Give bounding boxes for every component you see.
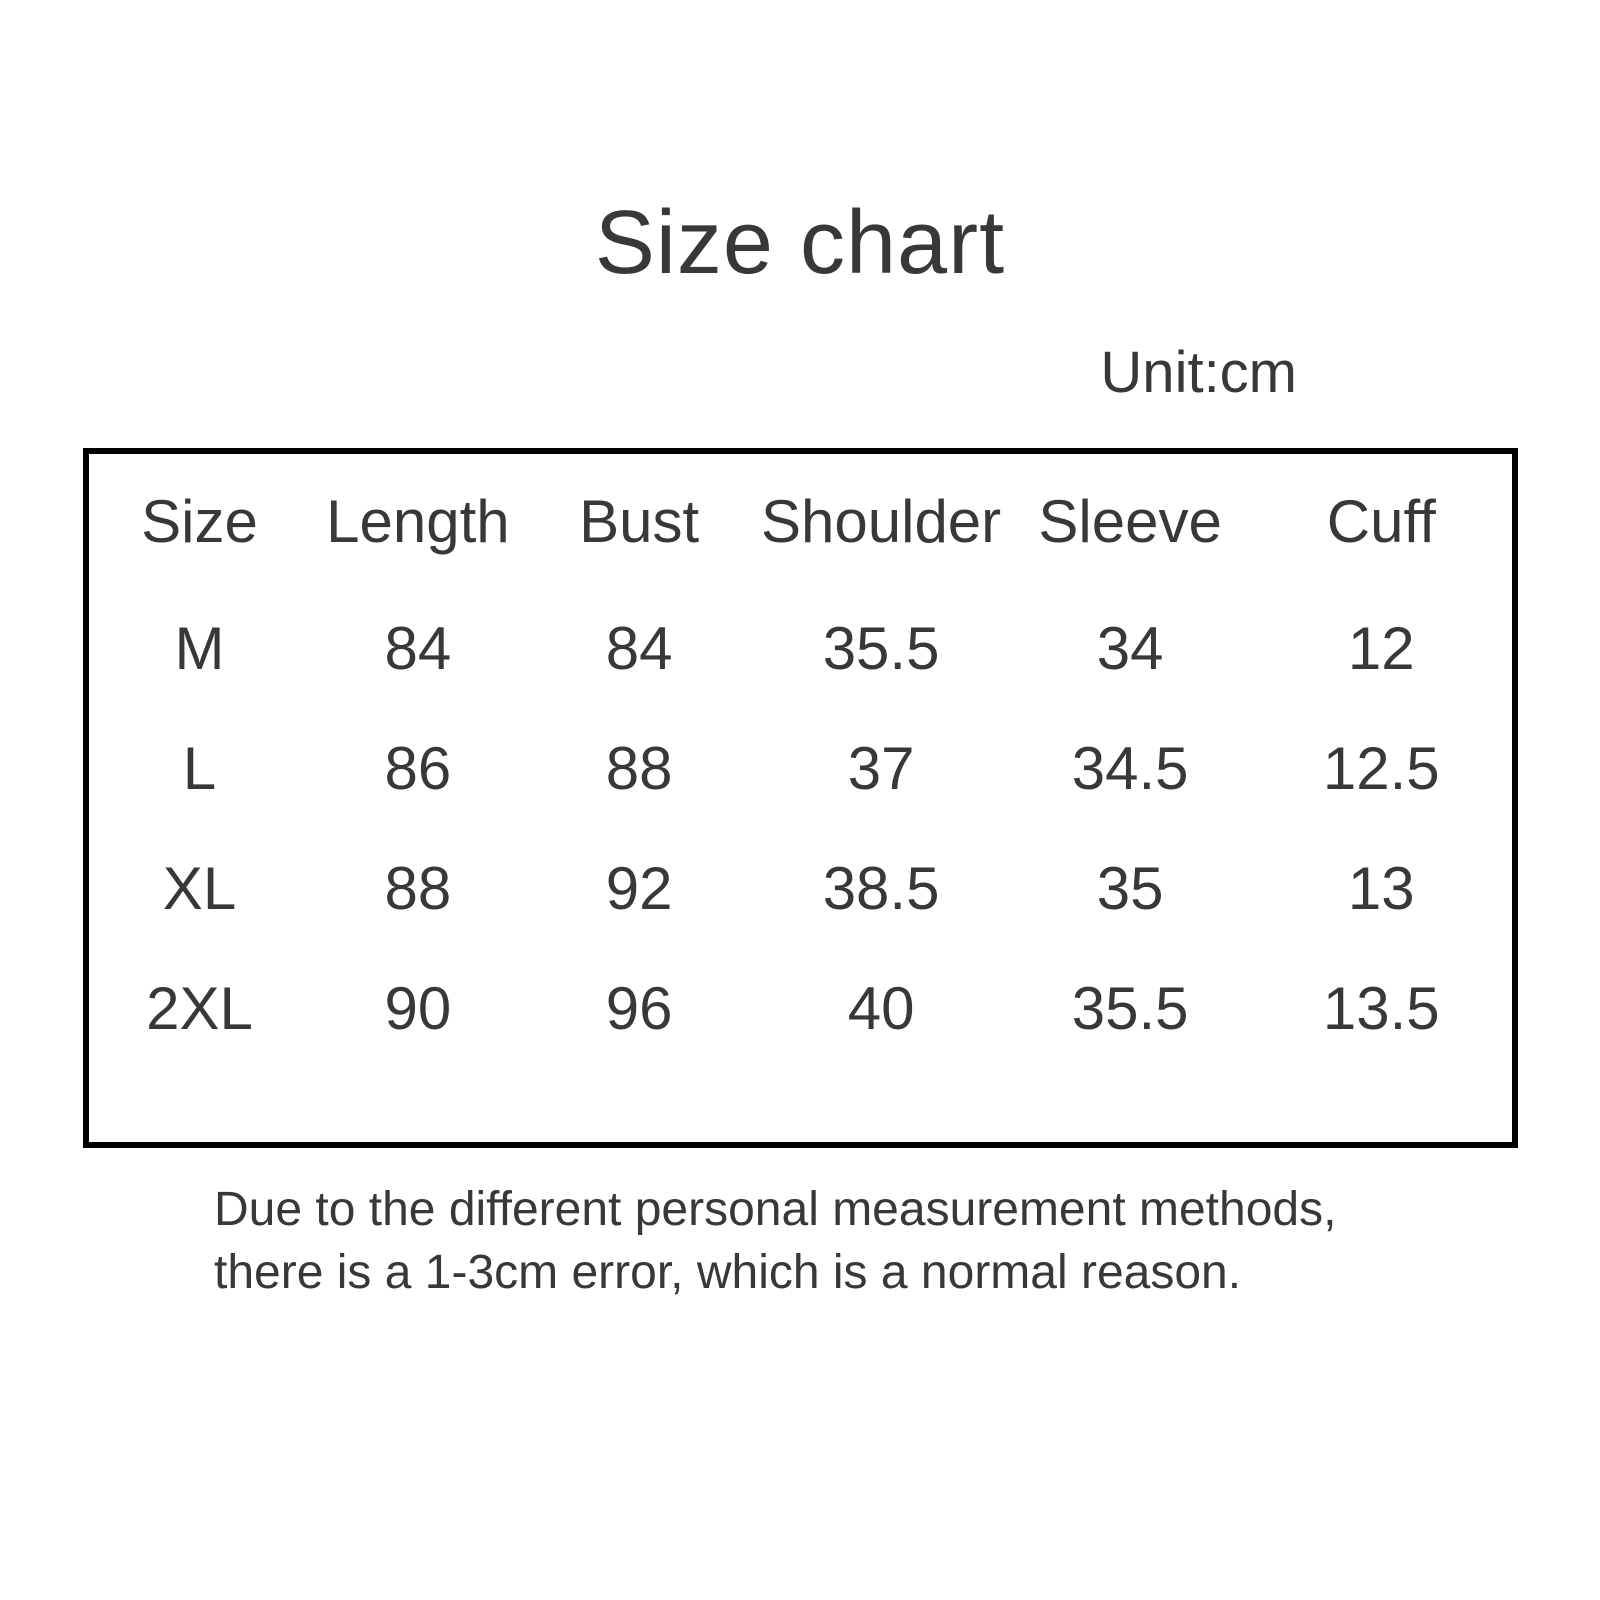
column-header-bust: Bust xyxy=(579,487,700,555)
column-header-cuff: Cuff xyxy=(1326,487,1436,555)
unit-label: Unit:cm xyxy=(1100,340,1297,405)
cell-shoulder-l: 37 xyxy=(847,734,915,802)
size-table: Size Length Bust Shoulder Sleeve Cuff M … xyxy=(89,454,1512,1068)
cell-sleeve-l: 34.5 xyxy=(1071,734,1189,802)
cell-sleeve-2xl: 35.5 xyxy=(1071,974,1189,1042)
cell-cuff-xl: 13 xyxy=(1347,854,1415,922)
cell-size-2xl: 2XL xyxy=(146,974,253,1042)
cell-cuff-l: 12.5 xyxy=(1322,734,1440,802)
cell-shoulder-m: 35.5 xyxy=(822,614,940,682)
cell-size-m: M xyxy=(174,614,225,682)
cell-shoulder-xl: 38.5 xyxy=(822,854,940,922)
cell-bust-xl: 92 xyxy=(605,854,673,922)
cell-length-m: 84 xyxy=(384,614,452,682)
column-header-size: Size xyxy=(141,487,258,555)
cell-bust-l: 88 xyxy=(605,734,673,802)
table-row-xl: XL 88 92 38.5 35 13 xyxy=(89,828,1512,948)
table-row-2xl: 2XL 90 96 40 35.5 13.5 xyxy=(89,948,1512,1068)
cell-sleeve-xl: 35 xyxy=(1096,854,1164,922)
table-header-row: Size Length Bust Shoulder Sleeve Cuff xyxy=(89,454,1512,588)
table-row-l: L 86 88 37 34.5 12.5 xyxy=(89,708,1512,828)
table-row-m: M 84 84 35.5 34 12 xyxy=(89,588,1512,708)
cell-shoulder-2xl: 40 xyxy=(847,974,915,1042)
column-header-length: Length xyxy=(326,487,510,555)
size-table-frame: Size Length Bust Shoulder Sleeve Cuff M … xyxy=(82,448,1518,1148)
cell-cuff-m: 12 xyxy=(1347,614,1415,682)
cell-length-xl: 88 xyxy=(384,854,452,922)
measurement-note-line-1: Due to the different personal measuremen… xyxy=(214,1183,1337,1236)
page-title: Size chart xyxy=(594,193,1006,293)
cell-length-l: 86 xyxy=(384,734,452,802)
cell-length-2xl: 90 xyxy=(384,974,452,1042)
measurement-note-line-2: there is a 1-3cm error, which is a norma… xyxy=(214,1246,1242,1299)
cell-size-l: L xyxy=(182,734,217,802)
cell-cuff-2xl: 13.5 xyxy=(1322,974,1440,1042)
cell-bust-2xl: 96 xyxy=(605,974,673,1042)
cell-sleeve-m: 34 xyxy=(1096,614,1164,682)
cell-size-xl: XL xyxy=(162,854,237,922)
column-header-shoulder: Shoulder xyxy=(760,487,1002,555)
cell-bust-m: 84 xyxy=(605,614,673,682)
column-header-sleeve: Sleeve xyxy=(1038,487,1222,555)
measurement-note: Due to the different personal measuremen… xyxy=(214,1178,1600,1304)
